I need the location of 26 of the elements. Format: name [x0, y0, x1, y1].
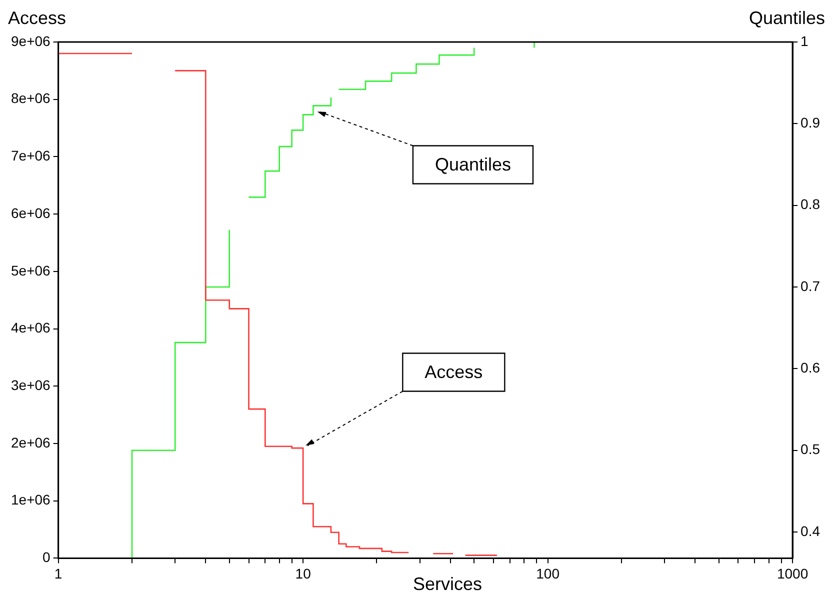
- x-tick-label: 1: [54, 565, 62, 582]
- x-tick-label: 10: [295, 565, 312, 582]
- y2-tick-label: 0.4: [800, 522, 820, 539]
- annotation: Quantiles: [434, 154, 511, 175]
- y2-tick-label: 0.5: [800, 441, 820, 458]
- y-tick-label: 7e+06: [10, 148, 51, 164]
- y2-tick-label: 1: [800, 32, 809, 49]
- y-tick-label: 1e+06: [10, 492, 51, 508]
- y-tick-label: 0: [42, 549, 51, 566]
- y-tick-label: 2e+06: [10, 434, 51, 450]
- x-tick-label: 100: [536, 565, 560, 582]
- x-axis-title: Services: [412, 574, 482, 594]
- y2-tick-label: 0.6: [800, 360, 820, 376]
- y-tick-label: 8e+06: [10, 90, 51, 106]
- y-axis-title: Access: [8, 8, 66, 28]
- y-tick-label: 5e+06: [10, 262, 51, 278]
- y-tick-label: 6e+06: [10, 204, 51, 221]
- y2-tick-label: 0.7: [800, 278, 820, 294]
- y2-tick-label: 0.9: [800, 114, 820, 131]
- x-tick-label: 1000: [776, 565, 808, 582]
- annotation: Access: [424, 362, 483, 382]
- y2-axis-title: Quantiles: [748, 8, 825, 28]
- y2-tick-label: 0.8: [800, 196, 820, 212]
- y-tick-label: 3e+06: [10, 376, 51, 393]
- y-tick-label: 4e+06: [10, 320, 51, 336]
- y-tick-label: 9e+06: [10, 32, 51, 49]
